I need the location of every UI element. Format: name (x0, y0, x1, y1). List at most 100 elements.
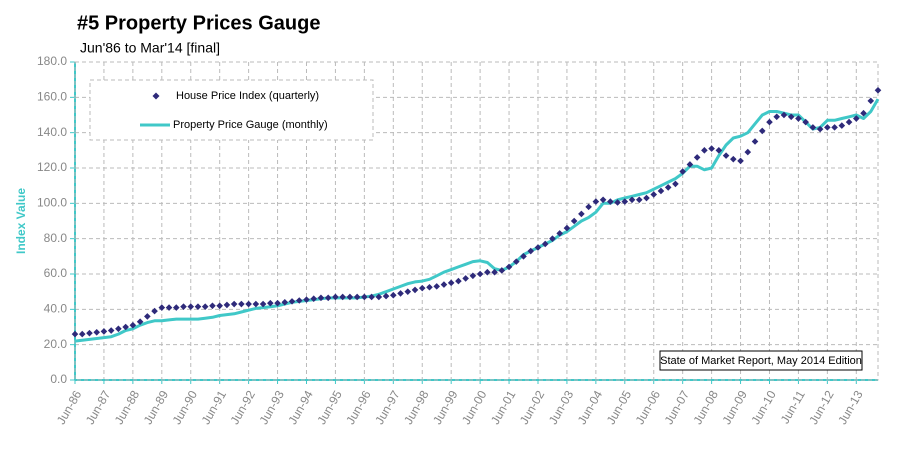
data-point (462, 275, 469, 282)
x-tick-label: Jun-89 (141, 388, 172, 427)
data-point (845, 118, 853, 126)
chart-subtitle: Jun'86 to Mar'14 [final] (80, 40, 220, 56)
data-point (730, 155, 737, 163)
data-point (664, 184, 672, 191)
data-point (520, 253, 527, 260)
data-point (223, 301, 231, 309)
x-tick-label: Jun-08 (690, 388, 721, 427)
x-tick-label: Jun-07 (662, 388, 693, 427)
x-tick-label: Jun-11 (778, 388, 808, 426)
data-point (852, 115, 860, 122)
data-point (172, 304, 180, 311)
data-point (115, 325, 122, 333)
x-tick-label: Jun-13 (835, 388, 866, 427)
data-point (599, 196, 607, 204)
data-point (194, 303, 202, 310)
x-tick-label: Jun-95 (314, 388, 345, 427)
data-point (512, 258, 520, 265)
x-tick-label: Jun-96 (343, 388, 374, 427)
y-tick-label: 40.0 (44, 302, 68, 316)
data-point (795, 115, 802, 122)
y-axis-label: Index Value (14, 188, 28, 254)
x-tick-label: Jun-01 (488, 388, 519, 427)
y-tick-label: 80.0 (44, 231, 68, 245)
data-point (766, 118, 773, 126)
data-point (563, 224, 571, 232)
x-tick-label: Jun-09 (719, 388, 750, 427)
data-point (324, 294, 332, 302)
data-point (476, 270, 484, 278)
data-point (317, 294, 325, 302)
data-point (541, 240, 549, 248)
data-point (657, 187, 665, 195)
y-tick-label: 0.0 (50, 372, 67, 386)
data-point (209, 302, 216, 310)
series-line (74, 98, 880, 343)
data-point (722, 152, 730, 159)
data-point (469, 272, 477, 280)
x-tick-label: Jun-00 (459, 388, 490, 427)
data-point (71, 330, 79, 338)
data-point (440, 281, 448, 288)
data-point (614, 199, 621, 206)
x-tick-label: Jun-91 (199, 388, 230, 427)
data-point (686, 161, 694, 168)
data-point (744, 148, 752, 156)
data-point (245, 300, 252, 308)
data-point (484, 268, 491, 276)
data-point (368, 293, 375, 301)
data-point (787, 113, 795, 121)
x-tick-label: Jun-88 (112, 388, 143, 427)
x-tick-label: Jun-03 (546, 388, 577, 427)
data-point (144, 313, 151, 320)
data-point (874, 86, 882, 94)
x-tick-label: Jun-87 (83, 388, 114, 427)
data-point (332, 293, 339, 301)
data-point (556, 230, 563, 237)
y-tick-label: 160.0 (37, 90, 67, 104)
data-point (570, 217, 578, 225)
data-point (549, 235, 556, 242)
data-point (816, 125, 824, 133)
data-point (635, 196, 643, 204)
data-point (346, 293, 354, 301)
legend-marker (152, 92, 160, 100)
y-tick-label: 120.0 (37, 160, 67, 174)
x-tick-label: Jun-99 (430, 388, 461, 427)
data-point (505, 263, 513, 271)
data-point (758, 127, 766, 135)
data-point (809, 124, 817, 131)
data-point (187, 303, 195, 310)
data-point (867, 97, 875, 105)
data-point (498, 267, 506, 274)
data-point (643, 194, 650, 202)
data-point (737, 157, 744, 165)
data-point (628, 196, 636, 204)
data-point (230, 300, 238, 308)
data-point (180, 303, 187, 310)
data-point (201, 303, 209, 310)
data-point (129, 321, 137, 329)
data-point (527, 247, 535, 255)
data-point (708, 145, 715, 152)
data-point (607, 198, 614, 205)
annotation: State of Market Report, May 2014 Edition (660, 355, 862, 367)
data-point (578, 210, 585, 218)
x-tick-label: Jun-06 (633, 388, 664, 427)
data-point (411, 286, 419, 294)
data-point (672, 180, 679, 188)
data-point (433, 283, 441, 290)
data-point (404, 288, 412, 295)
x-tick-label: Jun-98 (401, 388, 432, 427)
plot-frame (74, 61, 879, 381)
data-point (491, 268, 498, 276)
data-point (701, 147, 708, 154)
data-point (715, 147, 723, 154)
legend-label: House Price Index (quarterly) (176, 90, 319, 102)
data-point (288, 298, 296, 305)
data-point (375, 293, 383, 301)
data-point (621, 198, 629, 205)
data-point (382, 292, 390, 300)
data-point (310, 295, 318, 303)
data-point (751, 138, 759, 145)
